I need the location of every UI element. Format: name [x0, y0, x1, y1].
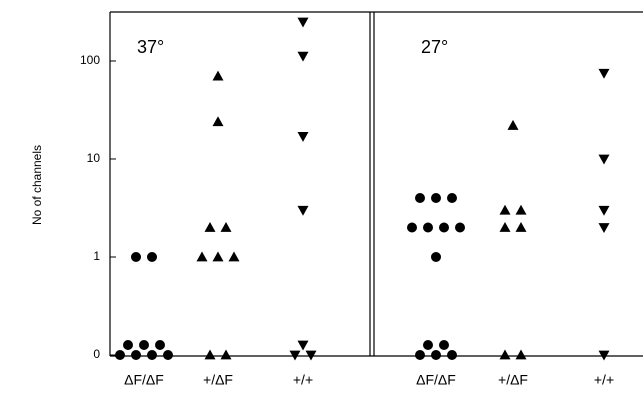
dot: [163, 350, 173, 360]
triangle: [204, 349, 216, 360]
panel-label: 27°: [421, 37, 448, 57]
x-tick-label: +/+: [594, 372, 614, 388]
dot: [131, 251, 141, 262]
dot: [431, 251, 441, 262]
dot: [123, 340, 133, 350]
dot: [423, 340, 433, 350]
x-tick-label: ΔF/ΔF: [416, 372, 456, 388]
y-axis-label: No of channels: [30, 145, 44, 225]
triangle: [212, 70, 224, 81]
triangle: [598, 223, 610, 233]
dot: [439, 340, 449, 350]
y-tick-label: 10: [87, 151, 101, 165]
dot: [147, 350, 157, 360]
dot: [407, 222, 417, 233]
dot: [155, 340, 165, 350]
triangle: [515, 204, 527, 215]
triangle: [499, 349, 511, 360]
triangle: [204, 221, 216, 232]
dot: [431, 350, 441, 360]
dot: [439, 222, 449, 233]
triangle: [297, 340, 309, 351]
triangle: [220, 349, 232, 360]
y-tick-label: 1: [93, 249, 100, 263]
x-tick-label: +/+: [293, 372, 313, 388]
triangle: [598, 154, 610, 165]
dot: [415, 192, 425, 203]
x-tick-label: +/ΔF: [203, 372, 233, 388]
triangle: [220, 221, 232, 232]
triangle: [515, 221, 527, 232]
triangle: [515, 349, 527, 360]
triangle: [297, 17, 309, 28]
triangle: [499, 221, 511, 232]
triangle: [297, 131, 309, 142]
dot: [423, 222, 433, 233]
triangle: [212, 116, 224, 127]
dot: [431, 192, 441, 203]
dot: [415, 350, 425, 360]
triangle: [305, 350, 317, 361]
panel-label: 37°: [137, 37, 164, 57]
y-tick-label: 100: [80, 53, 100, 67]
dot: [139, 340, 149, 350]
dot: [147, 251, 157, 262]
y-tick-label: 0: [93, 347, 100, 361]
triangle: [598, 350, 610, 361]
triangle: [499, 204, 511, 215]
dot: [115, 350, 125, 360]
triangle: [196, 251, 208, 262]
dot: [131, 350, 141, 360]
x-tick-label: +/ΔF: [498, 372, 528, 388]
triangle: [598, 205, 610, 216]
triangle: [598, 68, 610, 79]
triangle: [507, 119, 519, 130]
dot: [447, 192, 457, 203]
x-tick-label: ΔF/ΔF: [124, 372, 164, 388]
triangle: [289, 350, 301, 361]
dot: [455, 222, 465, 233]
triangle: [297, 205, 309, 216]
triangle: [297, 51, 309, 62]
triangle: [212, 251, 224, 262]
dot: [447, 350, 457, 360]
triangle: [228, 251, 240, 262]
